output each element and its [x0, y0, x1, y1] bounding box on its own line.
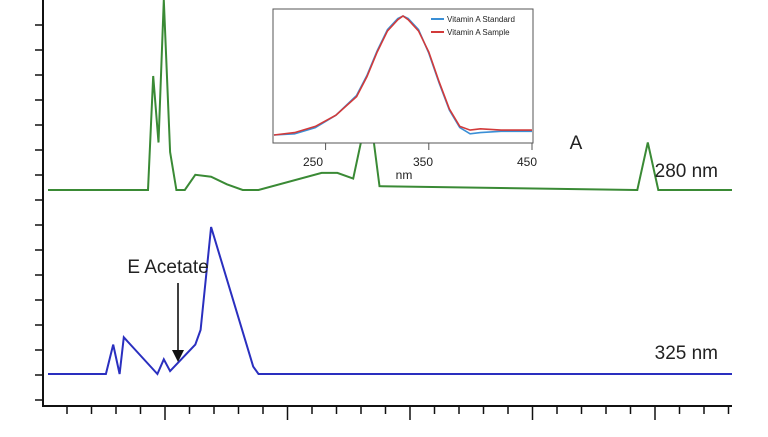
inset-frame: [272, 8, 534, 144]
inset-tick-label-250: 250: [303, 155, 323, 169]
inset-x-axis-title: nm: [396, 168, 413, 182]
inset-legend: Vitamin A Standard Vitamin A Sample: [431, 15, 515, 37]
trace-325nm-line: [48, 226, 732, 376]
e-acetate-label: E Acetate: [127, 257, 208, 278]
legend-sample-label: Vitamin A Sample: [447, 28, 510, 37]
trace-280nm-label: 280 nm: [655, 161, 718, 182]
main-axis-ticks: [35, 24, 730, 420]
legend-standard-label: Vitamin A Standard: [447, 15, 515, 24]
e-acetate-arrow: [172, 283, 184, 362]
inset-spectrum: Vitamin A Standard Vitamin A Sample 250 …: [272, 8, 537, 182]
inset-sample-line: [273, 15, 532, 136]
inset-tick-label-350: 350: [413, 155, 433, 169]
inset-axis-ticks: [325, 143, 533, 150]
peak-a-label: A: [570, 133, 583, 154]
trace-280nm-line: [48, 0, 732, 192]
trace-325nm-label: 325 nm: [655, 343, 718, 364]
inset-tick-label-450: 450: [517, 155, 537, 169]
